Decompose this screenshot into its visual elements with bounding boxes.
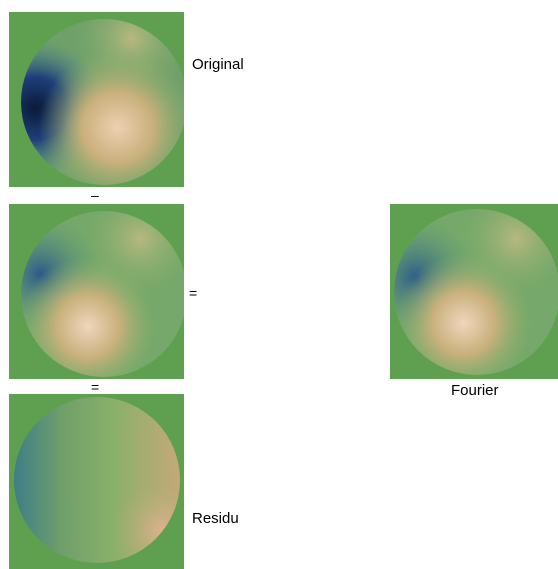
- original-label: Original: [192, 56, 244, 73]
- minus-operator: –: [91, 187, 99, 203]
- filtered-image: [9, 204, 184, 379]
- fourier-image: [390, 204, 558, 379]
- equals-operator-below: =: [91, 379, 100, 395]
- residu-label: Residu: [192, 510, 239, 527]
- fourier-label: Fourier: [451, 382, 499, 399]
- equals-operator-right: =: [189, 285, 198, 301]
- residual-image: [9, 394, 184, 569]
- original-image: [9, 12, 184, 187]
